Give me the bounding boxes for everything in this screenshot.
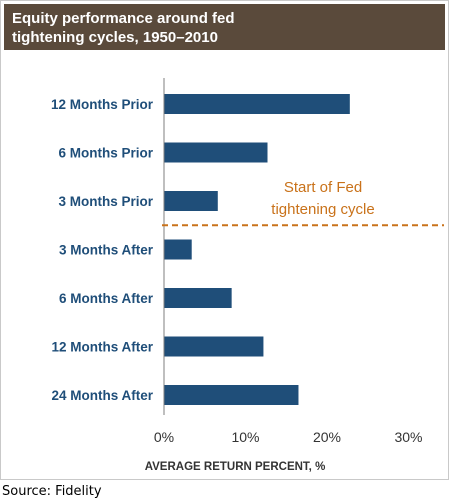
tick-label-0: 0% bbox=[154, 429, 174, 445]
category-label-6-months-prior: 6 Months Prior bbox=[58, 146, 153, 161]
category-label-3-months-after: 3 Months After bbox=[59, 243, 154, 258]
annotation-line-1: Start of Fed bbox=[284, 179, 362, 196]
source-note: Source: Fidelity bbox=[2, 484, 102, 499]
bar-12-months-prior bbox=[164, 94, 350, 114]
annotation-line-2: tightening cycle bbox=[271, 201, 374, 218]
bar-24-months-after bbox=[164, 385, 299, 405]
category-label-24-months-after: 24 Months After bbox=[51, 388, 153, 403]
tick-label-20: 20% bbox=[313, 429, 341, 445]
chart-title-line-1: Equity performance around fed bbox=[12, 10, 235, 27]
category-label-6-months-after: 6 Months After bbox=[59, 291, 154, 306]
bar-chart: 12 Months Prior 6 Months Prior 3 Months Pr… bbox=[51, 78, 444, 473]
bar-12-months-after bbox=[164, 336, 264, 357]
category-label-12-months-prior: 12 Months Prior bbox=[51, 97, 154, 112]
category-label-3-months-prior: 3 Months Prior bbox=[58, 194, 153, 209]
tick-label-10: 10% bbox=[231, 429, 259, 445]
bar-6-months-after bbox=[164, 288, 232, 308]
tick-label-30: 30% bbox=[394, 429, 422, 445]
bars-layer bbox=[164, 94, 350, 405]
chart-title: Equity performance around fed tightening… bbox=[4, 4, 445, 50]
bar-3-months-prior bbox=[164, 191, 218, 211]
bar-6-months-prior bbox=[164, 142, 268, 163]
x-axis-label: AVERAGE RETURN PERCENT, % bbox=[145, 461, 326, 473]
bar-3-months-after bbox=[164, 239, 192, 260]
category-label-12-months-after: 12 Months After bbox=[51, 340, 153, 355]
tick-labels-layer: 0% 10% 20% 30% bbox=[154, 429, 423, 445]
chart-title-line-2: tightening cycles, 1950–2010 bbox=[12, 29, 218, 46]
category-labels-layer: 12 Months Prior 6 Months Prior 3 Months Pr… bbox=[51, 97, 154, 403]
